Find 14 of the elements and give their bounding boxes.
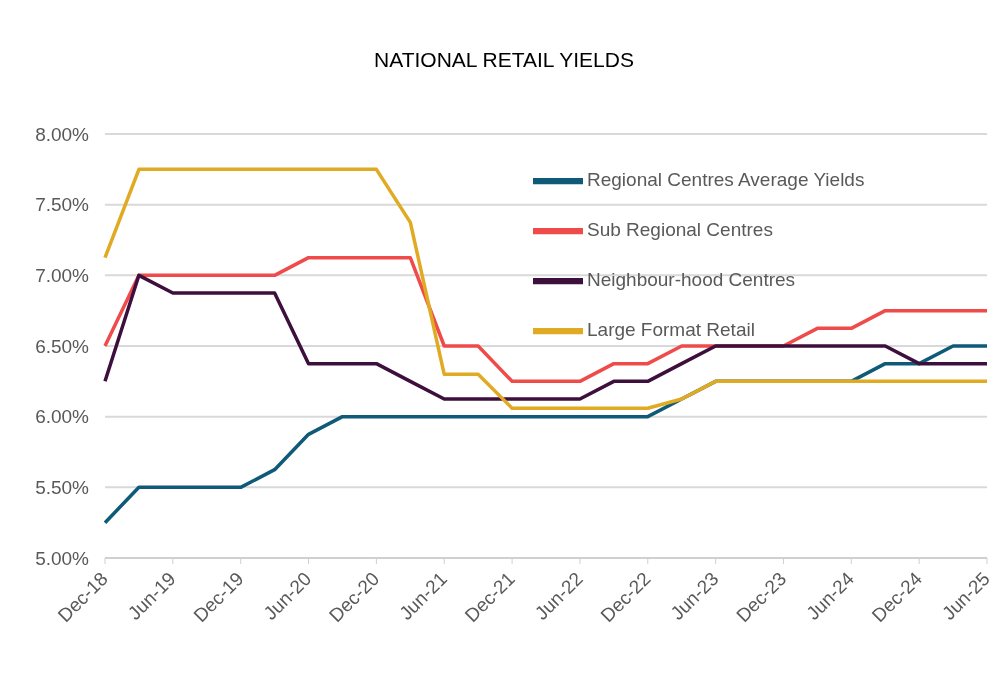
chart-title: NATIONAL RETAIL YIELDS bbox=[373, 48, 635, 72]
y-tick-label: 5.50% bbox=[35, 477, 90, 499]
legend-label: Sub Regional Centres bbox=[587, 219, 773, 241]
line-series bbox=[103, 167, 989, 410]
line-series bbox=[103, 273, 989, 401]
legend-label: Regional Centres Average Yields bbox=[587, 169, 865, 191]
y-tick-label: 8.00% bbox=[35, 123, 90, 145]
y-tick-label: 7.50% bbox=[35, 194, 90, 216]
y-tick-label: 6.00% bbox=[35, 406, 90, 428]
y-tick-label: 6.50% bbox=[35, 335, 90, 357]
y-tick-label: 7.00% bbox=[35, 265, 90, 287]
y-tick-label: 5.00% bbox=[35, 547, 90, 569]
legend-label: Neighbour-hood Centres bbox=[587, 269, 796, 291]
legend-label: Large Format Retail bbox=[587, 319, 755, 341]
